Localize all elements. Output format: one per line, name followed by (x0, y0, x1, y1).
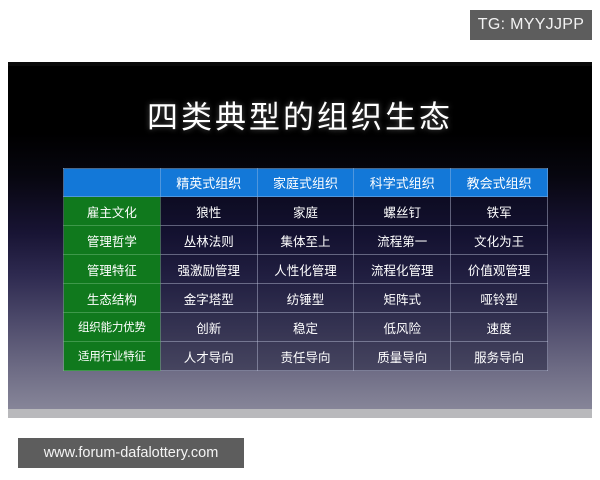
column-header-elite: 精英式组织 (159, 168, 258, 197)
cell-capability-advantage-church: 速度 (450, 312, 548, 342)
table-row: 管理哲学 丛林法则 集体至上 流程第一 文化为王 (63, 225, 548, 255)
cell-industry-fit-elite: 人才导向 (159, 341, 258, 371)
cell-industry-fit-scientific: 质量导向 (353, 341, 452, 371)
cell-management-traits-family: 人性化管理 (256, 254, 355, 284)
cell-management-traits-church: 价值观管理 (450, 254, 548, 284)
row-label-employer-culture: 雇主文化 (63, 196, 161, 226)
row-label-management-traits: 管理特征 (63, 254, 161, 284)
telegram-handle-badge: TG: MYYJJPP (470, 10, 592, 40)
cell-employer-culture-family: 家庭 (256, 196, 355, 226)
table-header-row: 精英式组织 家庭式组织 科学式组织 教会式组织 (63, 168, 548, 197)
column-header-scientific: 科学式组织 (353, 168, 452, 197)
table-row: 组织能力优势 创新 稳定 低风险 速度 (63, 312, 548, 342)
row-label-industry-fit: 适用行业特征 (63, 341, 161, 371)
cell-management-philosophy-scientific: 流程第一 (353, 225, 452, 255)
cell-capability-advantage-family: 稳定 (256, 312, 355, 342)
source-url-watermark: www.forum-dafalottery.com (18, 438, 244, 468)
cell-employer-culture-scientific: 螺丝钉 (353, 196, 452, 226)
cell-industry-fit-family: 责任导向 (256, 341, 355, 371)
cell-capability-advantage-scientific: 低风险 (353, 312, 452, 342)
table-row: 生态结构 金字塔型 纺锤型 矩阵式 哑铃型 (63, 283, 548, 313)
table-row: 适用行业特征 人才导向 责任导向 质量导向 服务导向 (63, 341, 548, 371)
column-header-church: 教会式组织 (450, 168, 548, 197)
table-body: 精英式组织 家庭式组织 科学式组织 教会式组织 雇主文化 狼性 家庭 螺丝钉 铁… (63, 168, 548, 371)
cell-management-traits-scientific: 流程化管理 (353, 254, 452, 284)
presentation-slide: 四类典型的组织生态 精英式组织 家庭式组织 科学式组织 教会式组织 雇主文化 狼… (8, 62, 592, 418)
slide-title: 四类典型的组织生态 (147, 100, 453, 135)
cell-ecology-structure-scientific: 矩阵式 (353, 283, 452, 313)
cell-industry-fit-church: 服务导向 (450, 341, 548, 371)
cell-ecology-structure-family: 纺锤型 (256, 283, 355, 313)
row-label-management-philosophy: 管理哲学 (63, 225, 161, 255)
cell-management-philosophy-elite: 丛林法则 (159, 225, 258, 255)
cell-ecology-structure-church: 哑铃型 (450, 283, 548, 313)
row-label-capability-advantage: 组织能力优势 (63, 312, 161, 342)
slide-bottom-band (8, 409, 592, 418)
cell-ecology-structure-elite: 金字塔型 (159, 283, 258, 313)
table-row: 雇主文化 狼性 家庭 螺丝钉 铁军 (63, 196, 548, 226)
column-header-family: 家庭式组织 (256, 168, 355, 197)
cell-management-philosophy-church: 文化为王 (450, 225, 548, 255)
slide-top-edge (8, 62, 592, 66)
cell-management-traits-elite: 强激励管理 (159, 254, 258, 284)
cell-capability-advantage-elite: 创新 (159, 312, 258, 342)
table-corner-cell (63, 168, 161, 197)
row-label-ecology-structure: 生态结构 (63, 283, 161, 313)
cell-employer-culture-church: 铁军 (450, 196, 548, 226)
cell-management-philosophy-family: 集体至上 (256, 225, 355, 255)
cell-employer-culture-elite: 狼性 (159, 196, 258, 226)
table-row: 管理特征 强激励管理 人性化管理 流程化管理 价值观管理 (63, 254, 548, 284)
organization-ecology-table: 精英式组织 家庭式组织 科学式组织 教会式组织 雇主文化 狼性 家庭 螺丝钉 铁… (63, 168, 548, 371)
